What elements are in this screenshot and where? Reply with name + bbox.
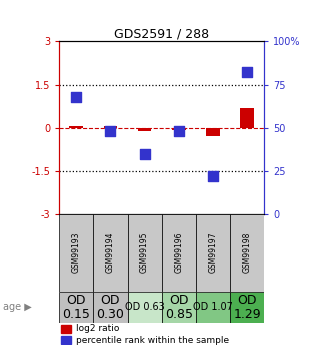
Point (176, 128, 181, 134)
Text: GSM99198: GSM99198 (243, 232, 252, 273)
Bar (61, 336, 72, 344)
Text: OD 1.07: OD 1.07 (193, 302, 233, 312)
Bar (93, 292, 128, 323)
Point (74, 94, 79, 99)
Text: age ▶: age ▶ (3, 302, 32, 312)
Point (108, 128, 113, 134)
Text: OD
0.30: OD 0.30 (96, 294, 124, 321)
Bar (61, 325, 72, 333)
Text: OD
0.85: OD 0.85 (165, 294, 193, 321)
Point (211, 173, 216, 179)
Text: GSM99194: GSM99194 (106, 232, 115, 274)
Point (142, 151, 147, 156)
Bar (104, 126, 117, 128)
Text: percentile rank within the sample: percentile rank within the sample (76, 336, 229, 345)
Title: GDS2591 / 288: GDS2591 / 288 (114, 27, 209, 40)
Bar (172, 128, 186, 130)
Text: GSM99193: GSM99193 (72, 232, 81, 274)
Text: GSM99196: GSM99196 (174, 232, 183, 274)
Text: OD
1.29: OD 1.29 (234, 294, 261, 321)
Bar (196, 214, 230, 292)
Bar (59, 214, 93, 292)
Bar (230, 214, 264, 292)
Text: GSM99197: GSM99197 (209, 232, 217, 274)
Bar (206, 128, 220, 136)
Bar (128, 214, 162, 292)
Text: log2 ratio: log2 ratio (76, 324, 119, 333)
Bar (162, 292, 196, 323)
Text: OD
0.15: OD 0.15 (62, 294, 90, 321)
Bar (196, 292, 230, 323)
Bar (59, 292, 93, 323)
Bar (240, 108, 254, 128)
Text: OD 0.63: OD 0.63 (125, 302, 165, 312)
Bar (230, 292, 264, 323)
Bar (93, 214, 128, 292)
Bar (128, 292, 162, 323)
Point (245, 70, 250, 75)
Bar (138, 128, 151, 130)
Bar (162, 214, 196, 292)
Text: GSM99195: GSM99195 (140, 232, 149, 274)
Bar (69, 126, 83, 128)
